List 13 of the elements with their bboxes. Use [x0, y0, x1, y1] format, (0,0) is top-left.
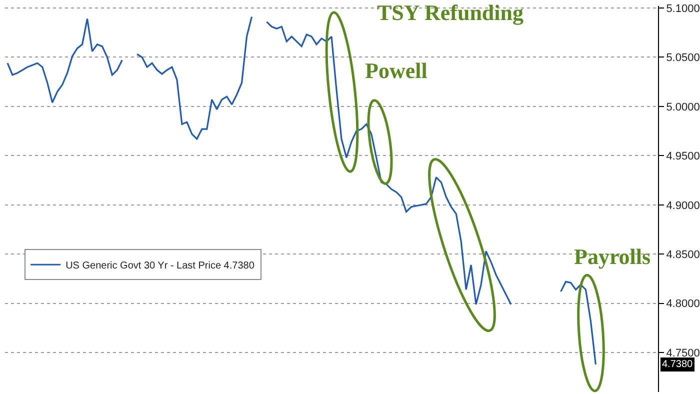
annotation: 4.7380 — [662, 359, 694, 370]
y-tick-label: 5.0000 — [666, 101, 700, 114]
y-tick-label: 4.9000 — [666, 200, 700, 212]
annotation: TSY Refunding — [377, 0, 524, 25]
y-tick-label: 5.0500 — [666, 52, 700, 64]
y-tick-label: 4.8500 — [666, 248, 700, 261]
y-tick-label: 4.9500 — [666, 150, 700, 163]
y-tick-label: 5.1000 — [666, 2, 700, 15]
y-tick-label: 4.8000 — [666, 298, 700, 310]
annotation: Payrolls — [574, 244, 652, 269]
legend-label: US Generic Govt 30 Yr - Last Price 4.7380 — [66, 260, 255, 272]
y-tick-label: 4.7500 — [666, 347, 700, 360]
annotation: Powell — [365, 58, 428, 83]
